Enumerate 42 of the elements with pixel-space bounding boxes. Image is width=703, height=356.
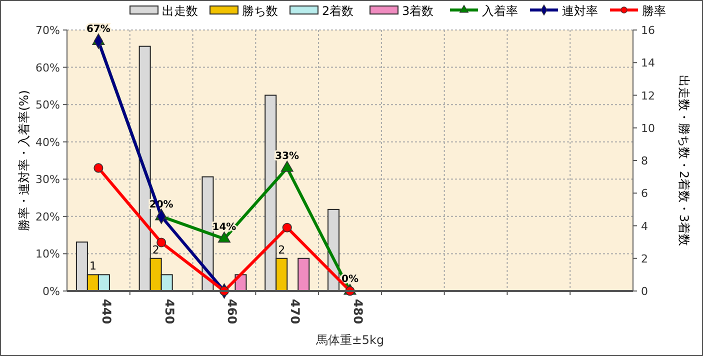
x-tick-label: 460	[225, 299, 240, 324]
legend-label: 3着数	[402, 4, 434, 18]
y-tick-label: 10%	[36, 248, 60, 261]
y-tick-label: 60%	[36, 61, 60, 74]
y2-tick-label: 6	[641, 187, 648, 200]
y2-tick-label: 8	[641, 154, 648, 168]
x-tick-label: 450	[162, 299, 176, 324]
y2-tick-label: 14	[641, 56, 655, 70]
point	[218, 232, 231, 243]
y-tick-label: 40%	[36, 136, 60, 149]
point	[282, 222, 292, 232]
legend-label: 出走数	[162, 4, 198, 18]
y2-tick-label: 2	[641, 252, 648, 266]
point	[280, 160, 294, 172]
y2-tick-label: 16	[641, 24, 655, 37]
x-axis-title: 馬体重±5kg	[314, 333, 384, 347]
data-label: 2	[278, 243, 286, 256]
x-tick-label: 480	[351, 299, 365, 324]
point	[94, 163, 104, 173]
y2-tick-label: 12	[641, 89, 655, 102]
y-tick-label: 70%	[36, 24, 60, 37]
y2-tick-label: 10	[641, 122, 655, 135]
data-label: 2	[152, 243, 160, 256]
y-axis-title: 勝率・連対率・入着率(%)	[17, 90, 31, 231]
legend-label: 勝率	[642, 4, 666, 18]
legend-label: 2着数	[322, 4, 354, 18]
y2-axis-title: 出走数・勝ち数・2着数・3着数	[677, 74, 691, 246]
legend-label: 連対率	[562, 4, 598, 18]
data-label: 67%	[86, 24, 110, 36]
y-tick-label: 20%	[36, 210, 60, 224]
y2-tick-label: 0	[641, 285, 648, 298]
y-tick-label: 30%	[36, 173, 60, 186]
bar	[298, 258, 310, 292]
data-label: 1	[89, 260, 96, 273]
y-tick-label: 50%	[36, 98, 60, 112]
legend-label: 入着率	[482, 4, 518, 18]
y2-tick-label: 4	[641, 220, 648, 233]
x-tick-label: 440	[99, 299, 114, 324]
y-tick-label: 0%	[42, 285, 60, 298]
legend-label: 勝ち数	[242, 4, 278, 18]
point	[156, 238, 166, 248]
x-tick-label: 470	[288, 299, 302, 324]
